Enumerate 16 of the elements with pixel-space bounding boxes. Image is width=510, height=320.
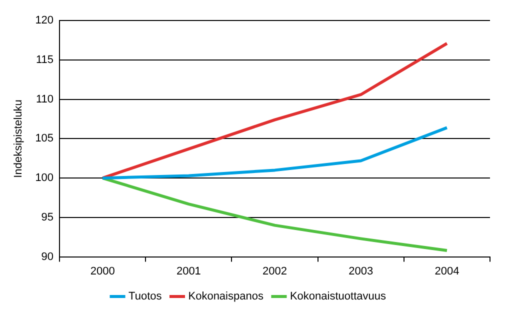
legend-label: Tuotos [128, 290, 162, 303]
y-tick-label: 115 [36, 54, 54, 66]
legend-label: Kokonaispanos [188, 290, 264, 303]
x-tick-label: 2004 [434, 265, 460, 278]
x-tick-label: 2000 [90, 265, 115, 278]
y-tick-label: 90 [41, 250, 54, 263]
x-tick-label: 2003 [348, 265, 374, 278]
y-axis-title: Indeksipisteluku [12, 100, 25, 178]
y-tick-label: 100 [35, 172, 54, 184]
y-tick-label: 110 [36, 93, 54, 106]
x-tick-label: 2002 [262, 265, 288, 278]
y-tick-label: 105 [35, 132, 54, 145]
legend-label: Kokonaistuottavuus [290, 290, 386, 303]
y-tick-label: 120 [35, 14, 54, 27]
y-tick-label: 95 [41, 211, 54, 224]
x-tick-label: 2001 [176, 265, 201, 278]
